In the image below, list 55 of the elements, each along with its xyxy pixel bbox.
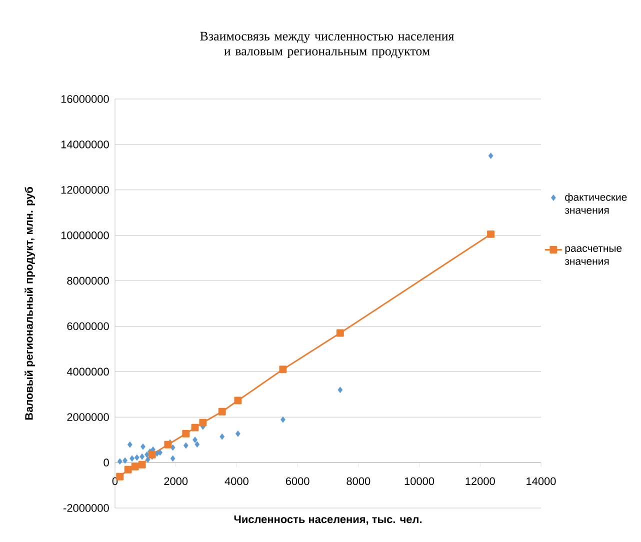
point [138, 460, 146, 468]
y-tick-label: 12000000 [61, 186, 109, 194]
y-axis-title: Валовый региональный продукт, млн. руб [24, 187, 36, 420]
point [148, 450, 156, 458]
point [130, 455, 134, 462]
point [487, 230, 495, 238]
point [124, 466, 132, 474]
y-tick-label: 6000000 [67, 322, 109, 330]
point [140, 453, 145, 460]
point [218, 408, 226, 416]
point [140, 443, 146, 450]
point [192, 436, 198, 444]
point [131, 462, 139, 470]
y-tick-label: 10000000 [61, 231, 109, 240]
x-tick-label: 10000 [404, 477, 434, 486]
legend-label: раасчетные значения [564, 246, 622, 265]
point [170, 455, 176, 462]
y-tick-label: -2000000 [64, 504, 109, 512]
x-tick-label: 4000 [224, 477, 248, 486]
x-axis-title: Численность населения, тыс. чел. [234, 516, 422, 525]
point [280, 416, 286, 423]
point [145, 456, 150, 463]
point [164, 440, 172, 448]
point [170, 444, 176, 451]
point [220, 433, 225, 440]
point [279, 366, 287, 374]
y-tick-label: 14000000 [61, 140, 109, 148]
point [235, 430, 240, 437]
point [191, 424, 199, 432]
x-tick-label: 2000 [164, 477, 188, 486]
y-tick-label: 4000000 [66, 368, 109, 376]
point [134, 454, 140, 461]
point [199, 418, 207, 426]
point [234, 396, 242, 404]
point [127, 441, 132, 448]
point [122, 457, 128, 464]
y-tick-label: 0 [104, 458, 109, 466]
x-tick-label: 12000 [466, 477, 495, 486]
point [338, 386, 343, 394]
point [194, 441, 200, 448]
y-tick-label: 16000000 [61, 95, 109, 103]
point [144, 451, 150, 458]
point [336, 329, 344, 337]
point [158, 449, 162, 456]
x-tick-label: 14000 [526, 477, 556, 486]
point [488, 152, 494, 159]
y-tick-label: 2000000 [67, 413, 109, 421]
point [117, 458, 122, 465]
point [182, 430, 190, 438]
y-tick-label: 8000000 [67, 276, 109, 285]
x-tick-label: 6000 [286, 477, 310, 486]
chart-title: Взаимосвязь между численностью населения и валовым региональным продуктом [200, 32, 454, 58]
point [183, 442, 188, 449]
legend-label: фактические значения [564, 193, 627, 214]
x-tick-label: 8000 [346, 477, 370, 486]
